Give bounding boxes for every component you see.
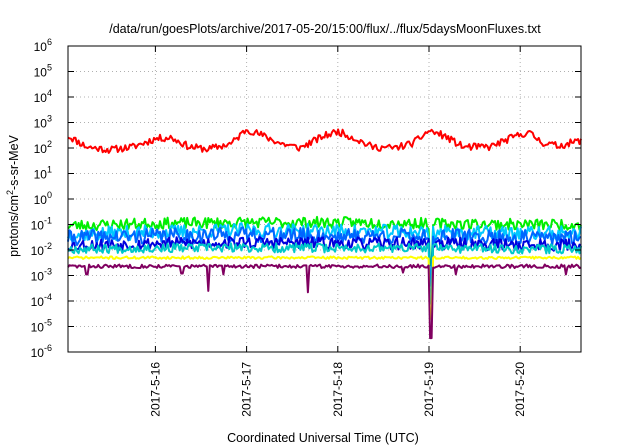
x-tick-label: 2017-5-18 — [331, 362, 345, 417]
x-tick-label: 2017-5-17 — [240, 362, 254, 417]
series-line-7 — [67, 255, 582, 320]
y-tick-label: 10-5 — [31, 318, 52, 335]
grid-lines — [68, 46, 581, 352]
chart-title: /data/run/goesPlots/archive/2017-05-20/1… — [109, 22, 541, 36]
y-tick-label: 10-2 — [31, 241, 52, 258]
series-line-6 — [67, 242, 582, 305]
y-tick-label: 104 — [34, 88, 52, 105]
x-tick-label: 2017-5-16 — [148, 362, 162, 417]
y-tick-label: 103 — [34, 114, 52, 131]
y-tick-label: 101 — [34, 165, 52, 182]
y-axis-title-pre: protons/cm — [7, 195, 21, 257]
y-tick-label: 10-6 — [31, 343, 52, 360]
y-tick-label: 10-3 — [31, 267, 52, 284]
x-tick-label: 2017-5-20 — [513, 362, 527, 417]
series-group — [67, 128, 582, 340]
series-line-2 — [67, 215, 582, 267]
y-axis-title: protons/cm2-s-sr-MeV — [5, 134, 21, 256]
axis-group: 10-6 10-5 10-4 10-3 10-2 10-1 100 101 102 103 104 1… — [31, 37, 581, 417]
y-axis-title-post: -s-sr-MeV — [7, 134, 21, 190]
series-line-8 — [67, 263, 582, 340]
y-tick-label: 100 — [34, 190, 52, 207]
y-tick-label: 102 — [34, 139, 52, 156]
y-tick-label: 10-1 — [31, 216, 52, 233]
series-line-1 — [67, 128, 582, 154]
y-tick-label: 106 — [34, 37, 52, 54]
x-tick-label: 2017-5-19 — [422, 362, 436, 417]
x-axis-title: Coordinated Universal Time (UTC) — [227, 431, 419, 445]
series-line-4 — [67, 226, 582, 287]
y-axis-title-sup: 2 — [5, 190, 15, 195]
y-tick-label: 10-4 — [31, 292, 52, 309]
y-tick-label: 105 — [34, 63, 52, 80]
